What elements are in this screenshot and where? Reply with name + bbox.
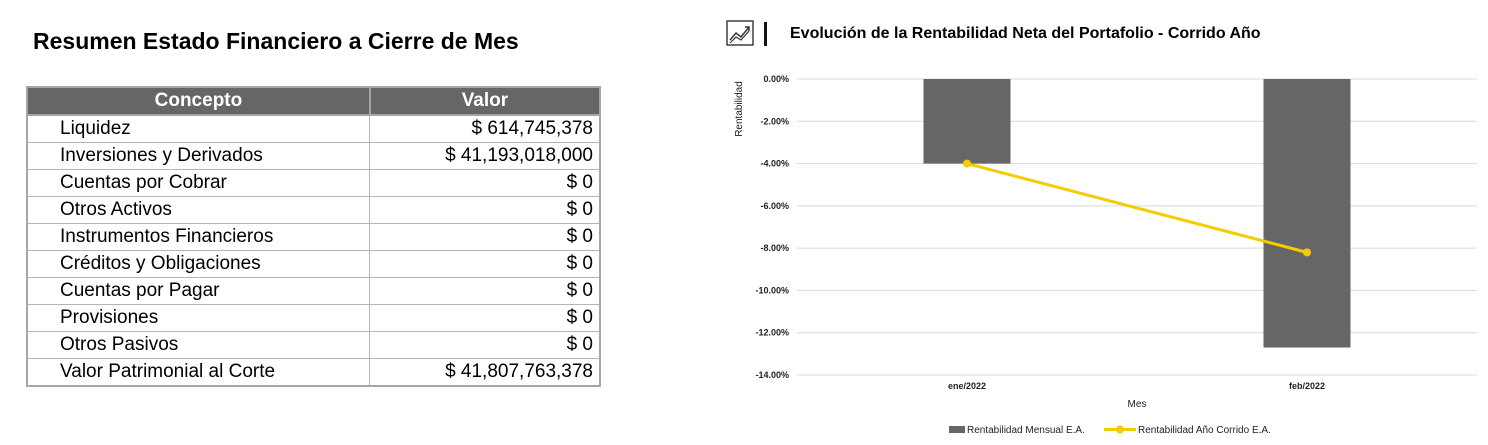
x-tick-label: feb/2022 (1289, 381, 1325, 391)
profitability-chart: 0.00% -2.00% -4.00% -6.00% -8.00% -10.00% -12.… (734, 74, 1477, 436)
column-header-valor: Valor (368, 86, 602, 116)
y-tick-label: -4.00% (760, 159, 789, 169)
line-point-ene/2022 (963, 159, 971, 168)
value-cell: $ 0 (369, 304, 601, 332)
value-cell: $ 0 (369, 223, 601, 251)
x-tick-label: ene/2022 (948, 381, 986, 391)
y-tick-label: 0.00% (763, 74, 789, 84)
y-tick-label: -2.00% (760, 116, 789, 126)
concept-cell: Cuentas por Pagar (26, 277, 371, 305)
column-header-concepto: Concepto (26, 86, 371, 116)
bar-feb/2022 (1263, 79, 1351, 348)
chart-legend: Rentabilidad Mensual E.A. Rentabilidad A… (949, 425, 1271, 436)
value-cell: $ 41,193,018,000 (369, 142, 601, 170)
table-row: Liquidez $ 614,745,378 (26, 114, 601, 143)
value-cell: $ 0 (369, 277, 601, 305)
concept-cell: Valor Patrimonial al Corte (26, 358, 371, 387)
concept-cell: Otros Activos (26, 196, 371, 224)
table-header-row: Concepto Valor (26, 86, 602, 116)
table-row: Inversiones y Derivados $ 41,193,018,000 (26, 142, 601, 170)
legend-swatch-line-dot (1116, 425, 1124, 434)
table-row: Cuentas por Cobrar $ 0 (26, 169, 601, 197)
y-tick-label: -8.00% (760, 243, 789, 253)
value-cell: $ 0 (369, 196, 601, 224)
value-cell: $ 614,745,378 (369, 114, 601, 143)
concept-cell: Liquidez (26, 114, 371, 143)
y-axis-label: Rentabilidad (734, 81, 745, 137)
table-row: Instrumentos Financieros $ 0 (26, 223, 601, 251)
grid-layer (797, 78, 1477, 376)
y-tick-label: -12.00% (755, 328, 789, 338)
concept-cell: Inversiones y Derivados (26, 142, 371, 170)
trend-chart-icon (726, 20, 754, 46)
y-tick-label: -6.00% (760, 201, 789, 211)
bar-ene/2022 (923, 79, 1011, 164)
concept-cell: Cuentas por Cobrar (26, 169, 371, 197)
line-layer (963, 159, 1311, 257)
legend-swatch-bar (949, 426, 965, 433)
legend-label-bar: Rentabilidad Mensual E.A. (967, 425, 1085, 436)
concept-cell: Instrumentos Financieros (26, 223, 371, 251)
x-axis-label: Mes (1128, 399, 1147, 410)
table-row: Otros Pasivos $ 0 (26, 331, 601, 359)
bars-layer (923, 79, 1351, 348)
line-ano-corrido (966, 162, 1308, 254)
table-row: Otros Activos $ 0 (26, 196, 601, 224)
value-cell: $ 0 (369, 169, 601, 197)
concept-cell: Provisiones (26, 304, 371, 332)
financial-summary-table: Concepto Valor Liquidez $ 614,745,378 In… (26, 86, 602, 387)
x-tick-labels: ene/2022 feb/2022 (948, 381, 1325, 391)
y-tick-labels: 0.00% -2.00% -4.00% -6.00% -8.00% -10.00% -12.… (755, 74, 789, 380)
table-row: Créditos y Obligaciones $ 0 (26, 250, 601, 278)
y-tick-label: -14.00% (755, 370, 789, 380)
line-point-feb/2022 (1303, 248, 1311, 257)
y-tick-label: -10.00% (755, 285, 789, 295)
table-row: Valor Patrimonial al Corte $ 41,807,763,… (26, 358, 601, 387)
value-cell: $ 0 (369, 250, 601, 278)
value-cell: $ 0 (369, 331, 601, 359)
concept-cell: Otros Pasivos (26, 331, 371, 359)
summary-title: Resumen Estado Financiero a Cierre de Me… (33, 28, 519, 54)
legend-label-line: Rentabilidad Año Corrido E.A. (1138, 425, 1271, 436)
concept-cell: Créditos y Obligaciones (26, 250, 371, 278)
value-cell: $ 41,807,763,378 (369, 358, 601, 387)
table-row: Cuentas por Pagar $ 0 (26, 277, 601, 305)
chart-title: Evolución de la Rentabilidad Neta del Po… (790, 25, 1261, 42)
table-row: Provisiones $ 0 (26, 304, 601, 332)
title-separator (764, 22, 767, 46)
